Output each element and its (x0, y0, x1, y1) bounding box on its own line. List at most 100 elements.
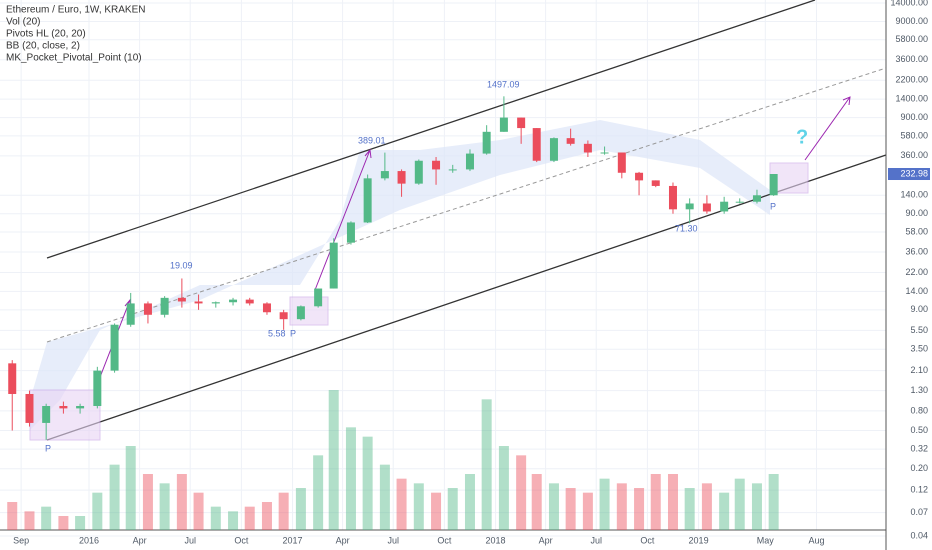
volume-bar (159, 483, 170, 530)
y-tick-label: 2200.00 (895, 75, 928, 85)
candle-body (583, 143, 592, 153)
volume-bar (176, 474, 187, 530)
annotation: 19.09 (170, 260, 193, 270)
x-tick-label: Oct (640, 535, 655, 545)
candle-body (59, 405, 68, 409)
candle-body (600, 152, 609, 154)
y-tick-label: 90.00 (905, 208, 928, 218)
x-tick-label: Apr (539, 535, 553, 545)
channel-upper (46, 0, 816, 259)
volume-bar (109, 464, 120, 530)
x-tick-label: Sep (13, 535, 29, 545)
candle-body (110, 324, 119, 371)
y-tick-label: 0.32 (910, 444, 928, 454)
pocket-box (29, 389, 101, 441)
volume-bar (58, 516, 69, 530)
legend-line: MK_Pocket_Pivotal_Point (10) (6, 53, 142, 64)
candle-body (194, 301, 203, 304)
annotation: 1497.09 (487, 79, 520, 89)
y-tick-label: 36.00 (905, 246, 928, 256)
x-tick-label: Oct (234, 535, 249, 545)
volume-bar (768, 474, 779, 530)
candle-body (651, 180, 660, 186)
pivot-mark: P (290, 328, 296, 338)
candle-body (465, 153, 474, 170)
volume-bar (328, 390, 339, 530)
candle-body (735, 201, 744, 203)
x-tick-label: Apr (133, 535, 147, 545)
x-tick-label: Oct (437, 535, 452, 545)
channel-lower (46, 154, 887, 441)
volume-bar (734, 478, 745, 530)
volume-bar (719, 492, 730, 530)
candle-body (380, 171, 389, 179)
pivot-mark: P (770, 201, 776, 211)
candle-body (549, 138, 558, 161)
y-tick-label: 0.12 (910, 484, 928, 494)
volume-bar (396, 478, 407, 530)
candle-body (752, 195, 761, 202)
y-tick-label: 22.00 (905, 267, 928, 277)
candle-body (702, 203, 711, 212)
y-tick-label: 14.00 (905, 286, 928, 296)
y-tick-label: 9.00 (910, 304, 928, 314)
volume-bar (379, 464, 390, 530)
x-tick-label: 2019 (689, 535, 709, 545)
candle-body (314, 288, 323, 307)
candle-body (566, 138, 575, 144)
candle-body (769, 174, 778, 196)
annotation: 71.30 (675, 223, 698, 233)
y-tick-label: 14000.00 (890, 0, 928, 7)
legend-line: Ethereum / Euro, 1W, KRAKEN (6, 5, 146, 16)
candle-body (668, 185, 677, 210)
y-tick-label: 900.00 (900, 112, 928, 122)
x-tick-label: Jul (387, 535, 399, 545)
y-tick-label: 0.07 (910, 507, 928, 517)
candle-body (685, 203, 694, 210)
volume-bar (413, 483, 424, 530)
candle-body (346, 222, 355, 243)
candle-body (211, 302, 220, 304)
y-tick-label: 58.00 (905, 226, 928, 236)
volume-bar (684, 488, 695, 530)
volume-bar (41, 506, 52, 530)
volume-bar (278, 492, 289, 530)
volume-bar (464, 474, 475, 530)
candle-body (329, 242, 338, 289)
y-tick-label: 580.00 (900, 130, 928, 140)
candle-body (160, 297, 169, 315)
volume-bar (313, 455, 324, 530)
last-price-box (888, 168, 930, 181)
y-tick-label: 3600.00 (895, 54, 928, 64)
candle-body (143, 303, 152, 315)
volume-bar (142, 474, 153, 530)
x-tick-label: May (757, 535, 775, 545)
candle-body (296, 306, 305, 320)
volume-bar (447, 488, 458, 530)
candle-body (25, 393, 34, 423)
volume-bar (75, 516, 86, 530)
volume-bar (751, 483, 762, 530)
candle-body (432, 160, 441, 170)
y-tick-label: 360.00 (900, 150, 928, 160)
last-price-label: 232.98 (900, 168, 928, 178)
legend-line: Pivots HL (20, 20) (6, 29, 86, 40)
bollinger-band (30, 120, 770, 430)
question-mark: ? (796, 126, 808, 148)
y-tick-label: 9000.00 (895, 16, 928, 26)
volume-bar (548, 483, 559, 530)
candle-body (177, 297, 186, 302)
y-tick-label: 0.50 (910, 425, 928, 435)
volume-bar (667, 474, 678, 530)
pivot-mark: P (45, 443, 51, 453)
candle-body (448, 169, 457, 171)
volume-bar (295, 488, 306, 530)
volume-bar (24, 511, 35, 530)
x-tick-label: Jul (184, 535, 196, 545)
candle-body (126, 303, 135, 325)
candle-body (720, 201, 729, 212)
candle-body (229, 299, 238, 303)
x-tick-label: 2017 (283, 535, 303, 545)
y-tick-label: 2.10 (910, 365, 928, 375)
